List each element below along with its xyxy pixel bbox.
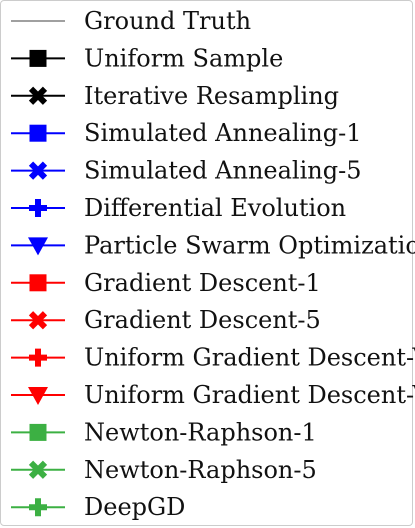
legend-label: DeepGD <box>84 493 185 521</box>
legend-label: Iterative Resampling <box>84 82 339 110</box>
legend-label: Particle Swarm Optimization <box>84 231 415 259</box>
square-marker-icon <box>29 274 47 292</box>
triangle-down-marker-icon <box>28 237 48 256</box>
legend-entry-uniform-gradient-descent-v2: Uniform Gradient Descent-V2 <box>11 381 415 409</box>
square-marker-icon <box>29 124 47 142</box>
legend-entry-ground-truth: Ground Truth <box>11 7 251 35</box>
legend-label: Gradient Descent-5 <box>84 306 321 334</box>
legend-entry-simulated-annealing-1: Simulated Annealing-1 <box>11 119 361 147</box>
legend-entry-deepgd: DeepGD <box>11 493 185 521</box>
legend-label: Differential Evolution <box>84 194 346 222</box>
legend-entry-uniform-sample: Uniform Sample <box>11 44 283 72</box>
plus-marker-icon <box>29 348 47 367</box>
legend-label: Simulated Annealing-1 <box>84 119 361 147</box>
legend-label: Uniform Sample <box>84 44 283 72</box>
plus-marker-icon <box>29 498 47 517</box>
legend-label: Gradient Descent-1 <box>84 269 321 297</box>
legend-label: Uniform Gradient Descent-V1 <box>84 344 415 372</box>
legend-label: Simulated Annealing-5 <box>84 157 361 185</box>
legend-entry-gradient-descent-5: Gradient Descent-5 <box>11 306 321 334</box>
plus-marker-icon <box>29 199 47 217</box>
triangle-down-marker-icon <box>28 387 48 405</box>
legend-label: Uniform Gradient Descent-V2 <box>84 381 415 409</box>
x-marker-icon <box>28 311 48 330</box>
x-marker-icon <box>28 460 48 479</box>
legend-entry-newton-raphson-5: Newton-Raphson-5 <box>11 456 317 484</box>
legend-entry-differential-evolution: Differential Evolution <box>11 194 346 222</box>
square-marker-icon <box>29 49 47 67</box>
legend-entry-simulated-annealing-5: Simulated Annealing-5 <box>11 157 361 185</box>
legend-entry-particle-swarm-optimization: Particle Swarm Optimization <box>11 231 415 259</box>
legend-entry-gradient-descent-1: Gradient Descent-1 <box>11 269 321 297</box>
legend-label: Ground Truth <box>84 7 251 35</box>
square-marker-icon <box>29 423 47 441</box>
legend-entry-uniform-gradient-descent-v1: Uniform Gradient Descent-V1 <box>11 344 415 372</box>
legend-entry-newton-raphson-1: Newton-Raphson-1 <box>11 418 317 446</box>
legend-entry-iterative-resampling: Iterative Resampling <box>11 82 339 110</box>
x-marker-icon <box>28 161 48 180</box>
legend-label: Newton-Raphson-1 <box>84 418 317 446</box>
x-marker-icon <box>28 86 48 105</box>
legend-label: Newton-Raphson-5 <box>84 456 317 484</box>
